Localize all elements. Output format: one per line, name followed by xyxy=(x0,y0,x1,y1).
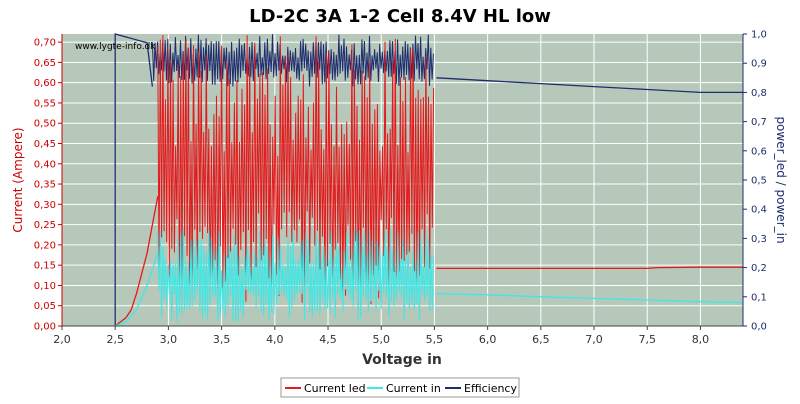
x-tick-label: 8,0 xyxy=(692,333,710,346)
x-tick-label: 5,5 xyxy=(426,333,444,346)
series-oscillation-efficiency xyxy=(151,34,434,87)
y-right-tick-label: 1,0 xyxy=(751,30,767,41)
y-right-tick-label: 0,1 xyxy=(751,292,767,303)
y-left-tick-label: 0,20 xyxy=(34,240,56,251)
y-left-tick-label: 0,60 xyxy=(34,78,56,89)
y-right-tick-label: 0,3 xyxy=(751,234,767,245)
y-left-axis-label: Current (Ampere) xyxy=(11,127,25,232)
y-left-tick-label: 0,10 xyxy=(34,281,56,292)
series-oscillation-current-in xyxy=(157,229,435,322)
y-right-tick-label: 0,2 xyxy=(751,263,767,274)
y-left-tick-label: 0,15 xyxy=(34,261,56,272)
x-tick-label: 2,5 xyxy=(106,333,124,346)
series-line-efficiency xyxy=(436,77,743,94)
x-tick-label: 7,0 xyxy=(585,333,603,346)
x-tick-label: 6,5 xyxy=(532,333,550,346)
x-tick-label: 3,5 xyxy=(213,333,231,346)
y-left-tick-label: 0,55 xyxy=(34,98,56,109)
x-tick-label: 5,0 xyxy=(372,333,390,346)
x-tick-label: 4,5 xyxy=(319,333,337,346)
x-tick-label: 7,5 xyxy=(638,333,656,346)
legend-label-current-in: Current in xyxy=(386,382,441,395)
legend-box xyxy=(280,377,520,398)
watermark: www.lygte-info.dk xyxy=(75,42,156,52)
x-tick-label: 6,0 xyxy=(479,333,497,346)
y-right-tick-label: 0,0 xyxy=(751,322,767,333)
series-layer xyxy=(114,33,744,327)
y-left-tick-label: 0,70 xyxy=(34,38,56,49)
chart-title: LD-2C 3A 1-2 Cell 8.4V HL low xyxy=(249,6,551,27)
y-right-tick-label: 0,4 xyxy=(751,205,767,216)
series-oscillation-current-led xyxy=(157,35,435,305)
legend-label-efficiency: Efficiency xyxy=(464,382,517,395)
x-tick-label: 2,0 xyxy=(53,333,71,346)
x-axis-label: Voltage in xyxy=(362,352,442,368)
legend: Current led Current in Efficiency xyxy=(280,377,520,398)
series-line-current-in xyxy=(436,292,744,304)
series-line-current-in xyxy=(114,252,159,327)
y-right-tick-label: 0,9 xyxy=(751,59,767,70)
x-tick-label: 3,0 xyxy=(160,333,178,346)
y-left-tick-label: 0,00 xyxy=(34,322,56,333)
y-left-tick-label: 0,65 xyxy=(34,58,56,69)
axes: 2,0 2,5 3,0 3,5 4,0 4,5 5,0 5,5 6,0 6,5 7,0 7,5 8,0 0… xyxy=(34,30,767,347)
y-left-tick-label: 0,30 xyxy=(34,200,56,211)
series-line-efficiency xyxy=(114,33,154,326)
series-line-current-led xyxy=(436,266,743,270)
y-left-tick-label: 0,05 xyxy=(34,301,56,312)
y-left-tick-label: 0,50 xyxy=(34,119,56,130)
series-line-current-led xyxy=(114,196,159,327)
y-right-tick-label: 0,5 xyxy=(751,176,767,187)
y-right-axis-label: power_led / power_in xyxy=(774,116,788,243)
y-left-tick-label: 0,35 xyxy=(34,180,56,191)
y-right-tick-label: 0,8 xyxy=(751,88,767,99)
y-left-tick-label: 0,45 xyxy=(34,139,56,150)
x-tick-label: 4,0 xyxy=(266,333,284,346)
legend-label-current-led: Current led xyxy=(304,382,366,395)
y-left-tick-label: 0,40 xyxy=(34,159,56,170)
y-right-tick-label: 0,7 xyxy=(751,117,767,128)
y-left-tick-label: 0,25 xyxy=(34,220,56,231)
y-right-tick-label: 0,6 xyxy=(751,146,767,157)
